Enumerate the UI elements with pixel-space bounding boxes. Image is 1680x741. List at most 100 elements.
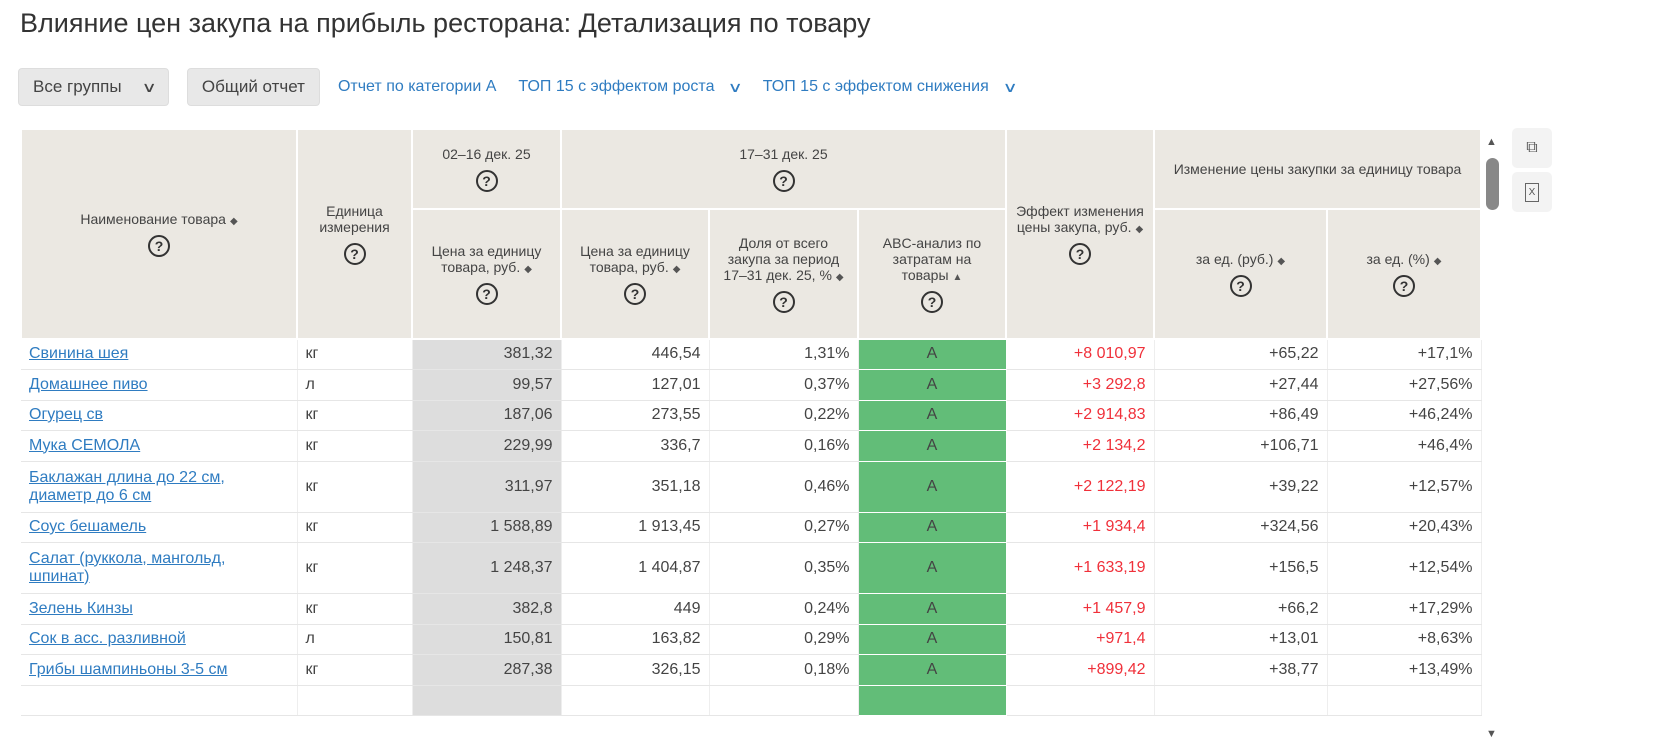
product-name-cell: Свинина шея — [21, 339, 298, 370]
help-icon[interactable]: ? — [1393, 275, 1415, 297]
header-price2[interactable]: Цена за единицу товара, руб. ◆? — [560, 208, 710, 340]
product-name-cell: Зелень Кинзы — [21, 593, 298, 625]
change-pct-cell: +20,43% — [1327, 512, 1482, 543]
unit-cell: л — [297, 369, 413, 401]
price1-cell: 229,99 — [412, 430, 562, 462]
price1-cell — [412, 685, 562, 716]
product-name-cell: Соус бешамель — [21, 512, 298, 543]
unit-cell: кг — [297, 461, 413, 513]
abc-cell: A — [858, 512, 1007, 543]
product-name-link[interactable]: Мука СЕМОЛА — [29, 436, 141, 454]
change-pct-cell: +13,49% — [1327, 654, 1482, 686]
help-icon[interactable]: ? — [148, 235, 170, 257]
abc-cell: A — [858, 461, 1007, 513]
table-row: Домашнее пиво л 99,57 127,01 0,37% A +3 292,8 +… — [21, 369, 1482, 401]
help-icon[interactable]: ? — [1229, 275, 1252, 297]
share-cell: 0,16% — [709, 430, 859, 462]
sort-icon: ◆ — [1277, 256, 1286, 267]
effect-cell: +1 457,9 — [1006, 593, 1155, 625]
unit-cell — [297, 685, 413, 716]
groups-dropdown[interactable]: Все группы ∨ — [18, 68, 169, 106]
help-icon[interactable]: ? — [624, 283, 646, 305]
unit-cell: кг — [297, 593, 413, 625]
scrollbar-thumb[interactable] — [1486, 158, 1499, 210]
effect-cell: +971,4 — [1006, 624, 1155, 655]
product-name-link[interactable]: Свинина шея — [29, 345, 129, 363]
sort-asc-icon: ▲ — [952, 272, 963, 283]
header-price1[interactable]: Цена за единицу товара, руб. ◆? — [411, 208, 562, 340]
copy-icon: ⧉ — [1526, 139, 1538, 156]
table-row: Салат (руккола, мангольд, шпинат) кг 1 248… — [21, 542, 1482, 594]
change-rub-cell: +106,71 — [1154, 430, 1328, 462]
share-cell: 0,35% — [709, 542, 859, 594]
product-name-link[interactable]: Баклажан длина до 22 см, диаметр до 6 см — [29, 468, 225, 504]
product-name-link[interactable]: Салат (руккола, мангольд, шпинат) — [29, 549, 226, 585]
abc-cell: A — [858, 654, 1007, 686]
change-rub-cell: +39,22 — [1154, 461, 1328, 513]
price2-cell: 446,54 — [561, 339, 710, 370]
price2-cell: 273,55 — [561, 400, 710, 431]
price1-cell: 150,81 — [412, 624, 562, 655]
product-name-cell: Сок в асс. разливной — [21, 624, 298, 655]
table-row: Грибы шампиньоны 3-5 см кг 287,38 326,15 0,1… — [21, 654, 1482, 686]
groups-label: Все группы — [33, 77, 122, 96]
product-name-link[interactable]: Зелень Кинзы — [29, 599, 133, 617]
table-row: Огурец св кг 187,06 273,55 0,22% A +2 914,83 +8… — [21, 400, 1482, 431]
help-icon[interactable]: ? — [921, 291, 943, 313]
effect-cell — [1006, 685, 1155, 716]
help-icon[interactable]: ? — [1069, 243, 1091, 265]
top-decline-dropdown[interactable]: ТОП 15 с эффектом снижения ∨ — [763, 78, 1018, 96]
price2-cell: 326,15 — [561, 654, 710, 686]
product-name-link[interactable]: Грибы шампиньоны 3-5 см — [29, 660, 228, 678]
scrollbar[interactable]: ▲ — [1484, 136, 1500, 741]
sort-icon: ◆ — [1433, 256, 1442, 267]
help-icon[interactable]: ? — [772, 170, 795, 192]
header-abc[interactable]: ABC-анализ по затратам на товары ▲? — [857, 208, 1007, 340]
price2-cell: 163,82 — [561, 624, 710, 655]
scroll-up-icon[interactable]: ▲ — [1486, 136, 1497, 148]
export-excel-button[interactable]: X — [1512, 172, 1552, 212]
price2-cell: 127,01 — [561, 369, 710, 401]
product-name-link[interactable]: Домашнее пиво — [29, 375, 148, 393]
header-change-rub[interactable]: за ед. (руб.) ◆? — [1153, 208, 1328, 340]
header-label: 02–16 дек. 25 — [442, 146, 531, 162]
sort-icon: ◆ — [524, 264, 532, 275]
header-unit: Единица измерения? — [296, 128, 413, 340]
sort-icon: ◆ — [835, 272, 844, 283]
general-report-button[interactable]: Общий отчет — [186, 68, 320, 106]
help-icon[interactable]: ? — [475, 170, 498, 192]
effect-cell: +1 934,4 — [1006, 512, 1155, 543]
product-name-link[interactable]: Сок в асс. разливной — [29, 630, 186, 647]
table-row: Свинина шея кг 381,32 446,54 1,31% A +8 010,97… — [21, 339, 1482, 370]
category-report-link[interactable]: Отчет по категории А — [337, 78, 497, 95]
product-name-link[interactable]: Соус бешамель — [29, 518, 147, 535]
share-cell — [709, 685, 859, 716]
effect-cell: +1 633,19 — [1006, 542, 1155, 594]
abc-cell: A — [858, 339, 1007, 370]
scroll-down-icon[interactable]: ▼ — [1486, 728, 1497, 740]
share-cell: 0,46% — [709, 461, 859, 513]
header-change-pct[interactable]: за ед. (%) ◆? — [1326, 208, 1482, 340]
products-table: Наименование товара ◆? Единица измерения?… — [20, 128, 1482, 716]
change-rub-cell: +13,01 — [1154, 624, 1328, 655]
sort-icon: ◆ — [672, 264, 681, 275]
help-icon[interactable]: ? — [343, 243, 366, 265]
top-growth-dropdown[interactable]: ТОП 15 с эффектом роста ∨ — [518, 78, 743, 96]
product-name-link[interactable]: Огурец св — [29, 406, 104, 423]
header-effect[interactable]: Эффект изменения цены закупа, руб. ◆? — [1005, 128, 1155, 340]
header-share[interactable]: Доля от всего закупа за период 17–31 дек… — [708, 208, 859, 340]
abc-cell: A — [858, 542, 1007, 594]
copy-button[interactable]: ⧉ — [1512, 128, 1552, 168]
header-label: за ед. (%) — [1366, 251, 1430, 267]
price2-cell — [561, 685, 710, 716]
change-pct-cell: +46,24% — [1327, 400, 1482, 431]
help-icon[interactable]: ? — [772, 291, 795, 313]
header-label: Цена за единицу товара, руб. — [580, 243, 690, 275]
header-name[interactable]: Наименование товара ◆? — [20, 128, 298, 340]
header-label: Эффект изменения цены закупа, руб. — [1016, 203, 1144, 235]
top-growth-label: ТОП 15 с эффектом роста — [518, 78, 715, 95]
table-row — [21, 685, 1482, 716]
unit-cell: кг — [297, 654, 413, 686]
header-label: Цена за единицу товара, руб. — [431, 243, 542, 275]
help-icon[interactable]: ? — [475, 283, 498, 305]
